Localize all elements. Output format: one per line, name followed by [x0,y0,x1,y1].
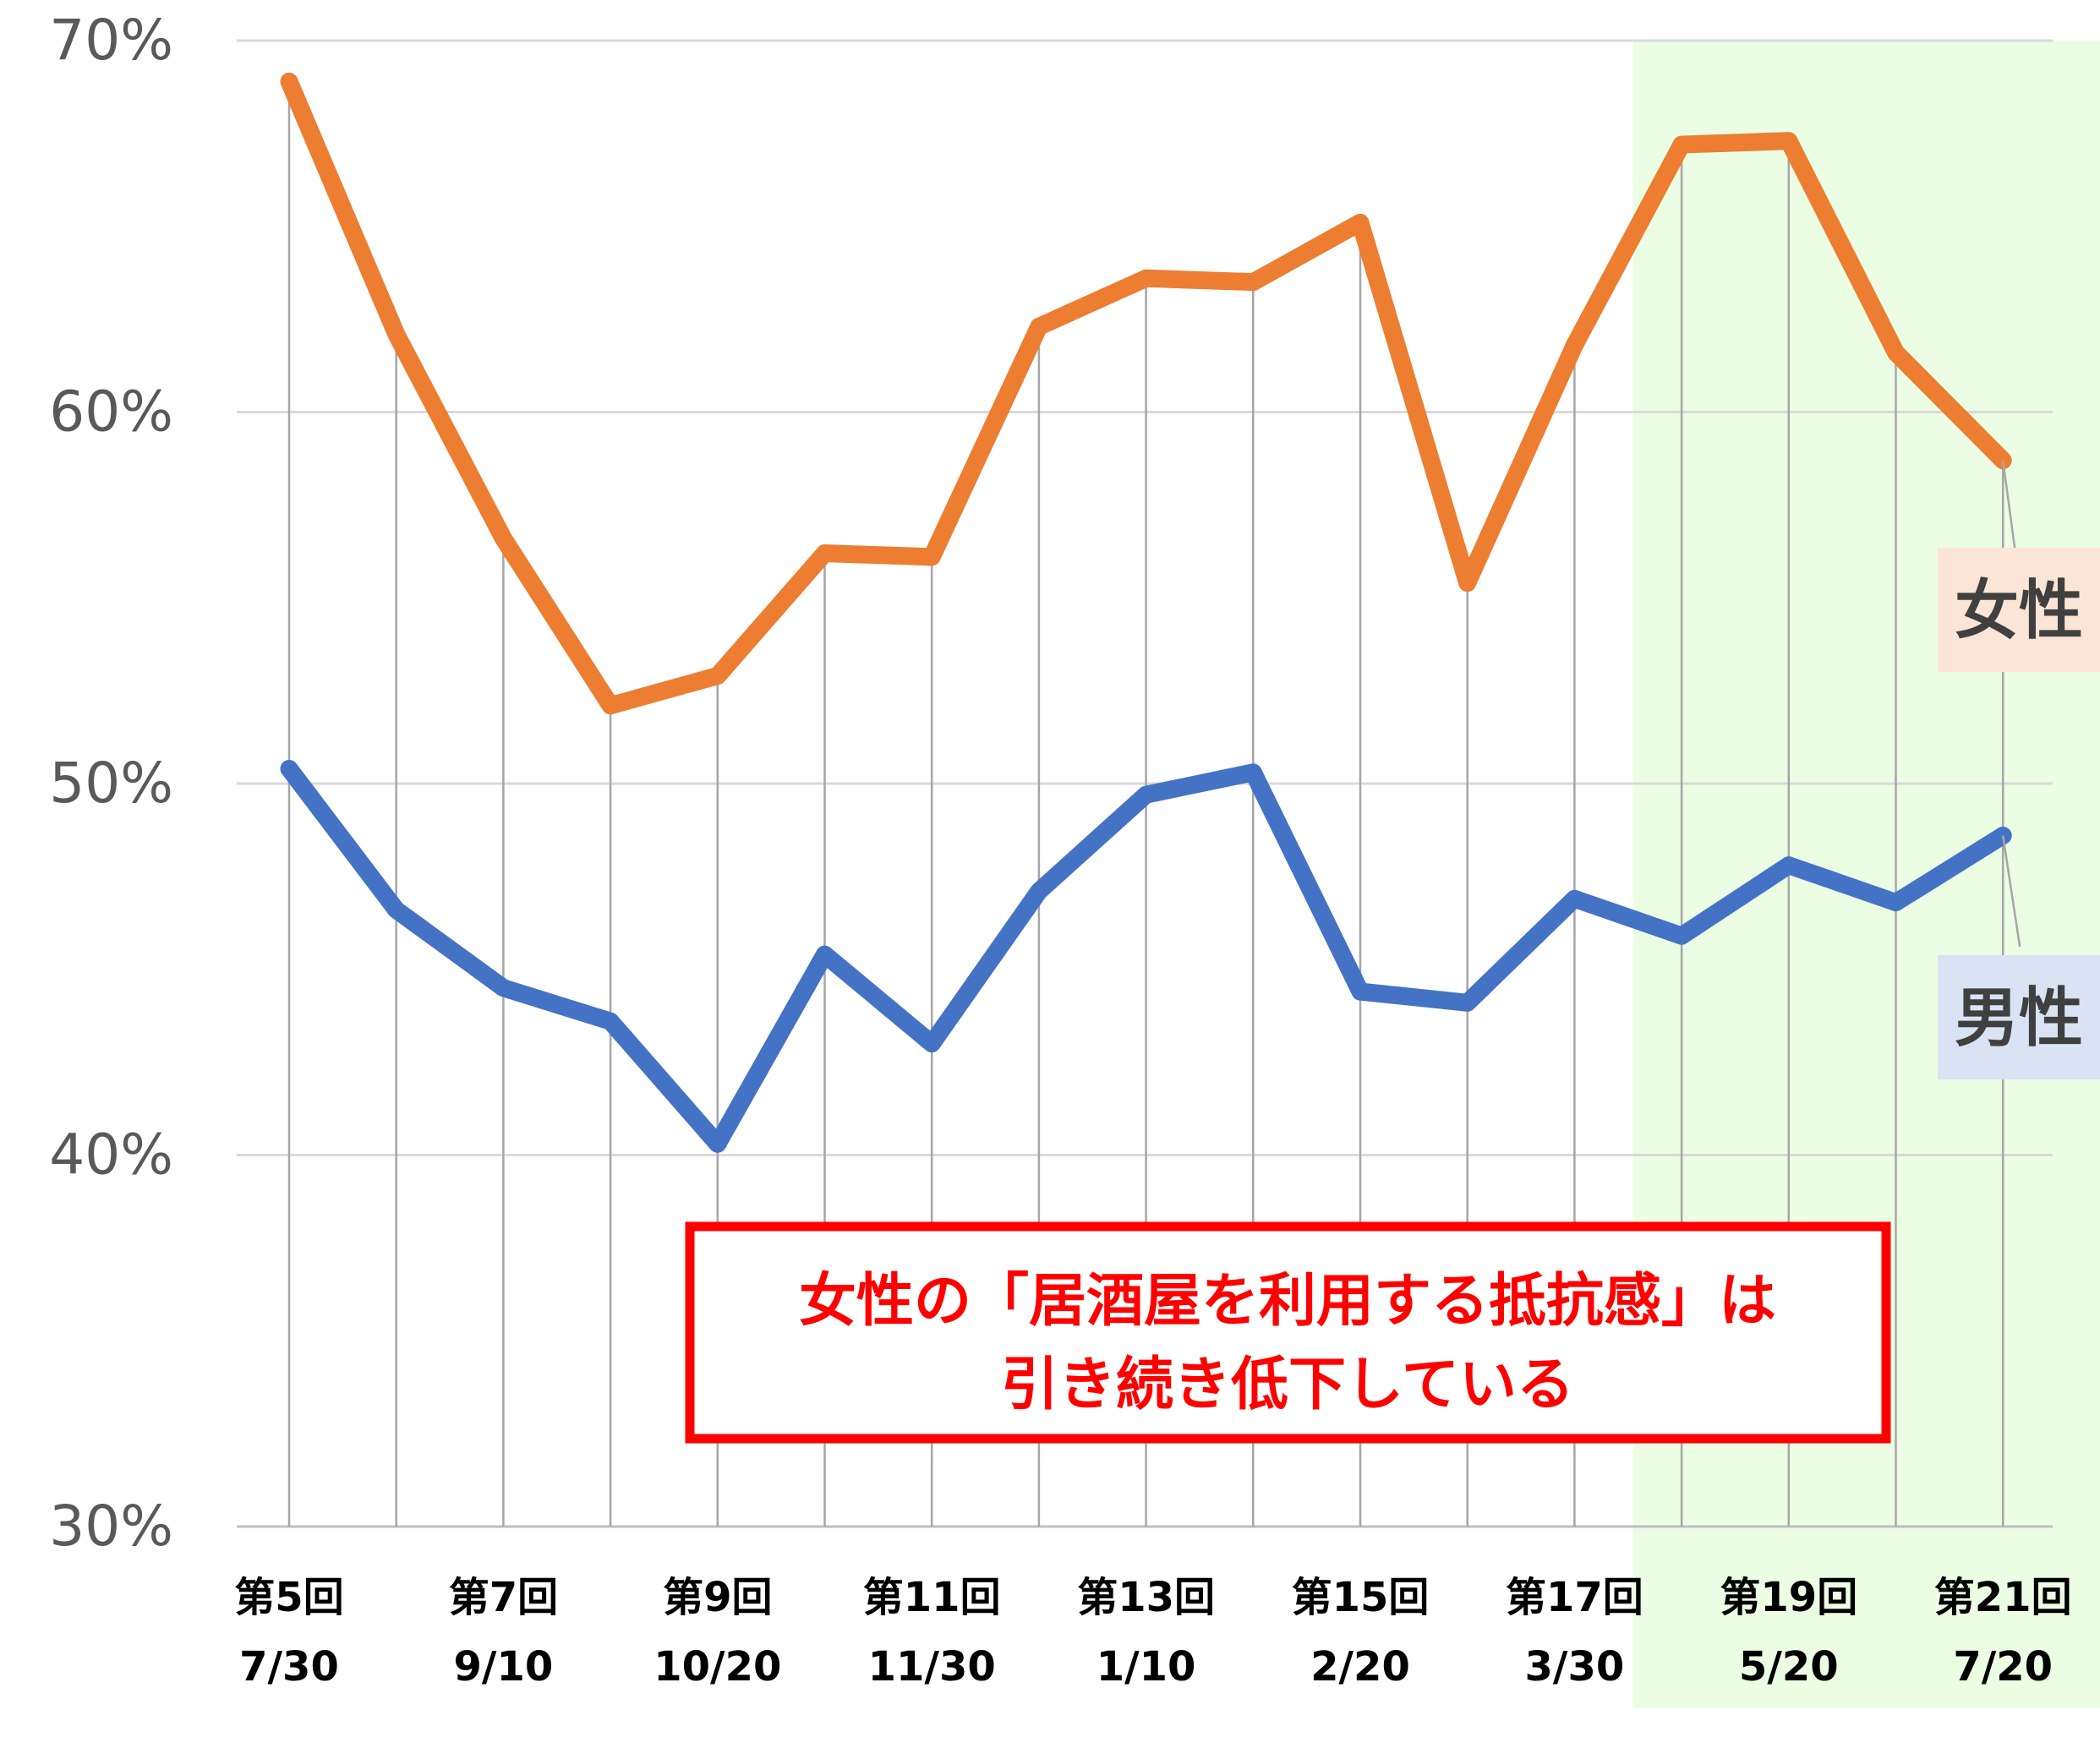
data-point [716,675,719,677]
data-point [1466,582,1468,584]
data-point [395,909,397,911]
y-tick-label: 40% [49,1123,173,1188]
series-lines [280,72,2012,1153]
leader-line [2001,835,2021,948]
data-point [502,537,505,539]
y-tick-label: 70% [49,8,173,73]
data-point [931,555,933,558]
x-tick-date: 10/20 [654,1643,781,1691]
series-label-box [1938,955,2100,1079]
data-point [1895,901,1897,904]
data-point [1145,277,1147,280]
y-tick-label: 50% [49,751,173,816]
y-axis-ticks: 30% 40% 50% 60% 70% [49,8,173,1559]
data-point [1252,281,1255,283]
data-point [288,80,290,83]
x-tick-round: 第11回 [863,1574,1001,1621]
data-point [1573,344,1576,347]
annotation-frame [685,1221,1891,1444]
data-point [1145,794,1147,796]
x-tick-date: 9/10 [454,1643,554,1691]
data-point [610,1020,612,1023]
x-axis-ticks: 第5回 7/30 第7回 9/10 第9回 10/20 第11回 11/30 第13回 1/10 第… [234,1574,2071,1691]
x-tick-round: 第21回 [1934,1574,2072,1621]
series-label-box [1938,548,2100,672]
y-tick-label: 60% [49,380,173,445]
series-label: 女性 [1955,573,2083,648]
x-tick-round: 第19回 [1720,1574,1857,1621]
x-tick-round: 第17回 [1506,1574,1643,1621]
annotation-line-2: 引き続き低下している [1001,1352,1574,1418]
data-point [1787,864,1790,866]
x-tick-round: 第5回 [234,1574,343,1621]
grid-lines [237,39,2053,1528]
x-tick-round: 第7回 [449,1574,558,1621]
series-label: 男性 [1955,981,2083,1056]
data-point [1573,898,1576,900]
data-point [1895,352,1897,354]
data-point [288,768,290,770]
x-tick-round: 第9回 [663,1574,772,1621]
data-point [1037,890,1040,893]
x-tick-date: 3/30 [1525,1643,1625,1691]
x-tick-round: 第13回 [1077,1574,1215,1621]
data-point [610,704,612,707]
data-point [1681,935,1683,937]
annotation-line-1: 女性の「居酒屋を利用する抵抗感」は [799,1268,1776,1335]
data-point [716,1143,719,1145]
x-tick-date: 7/20 [1953,1643,2053,1691]
data-point [502,986,505,989]
data-point [1787,139,1790,142]
data-point [1466,1002,1468,1004]
x-tick-date: 7/30 [239,1643,339,1691]
data-point [1037,325,1040,328]
x-tick-round: 第15回 [1292,1574,1430,1621]
data-point [1359,221,1361,224]
data-point [1359,991,1361,993]
data-point [823,552,826,554]
data-point [823,953,826,956]
data-point [395,333,397,336]
y-tick-label: 30% [49,1494,173,1559]
x-tick-date: 1/10 [1096,1643,1196,1691]
data-point [1681,144,1683,146]
data-point [931,1042,933,1045]
annotation-box: 女性の「居酒屋を利用する抵抗感」は 引き続き低下している [685,1221,1891,1444]
data-point [1252,771,1255,773]
x-tick-date: 5/20 [1739,1643,1839,1691]
x-tick-date: 2/20 [1310,1643,1410,1691]
x-tick-date: 11/30 [868,1643,996,1691]
